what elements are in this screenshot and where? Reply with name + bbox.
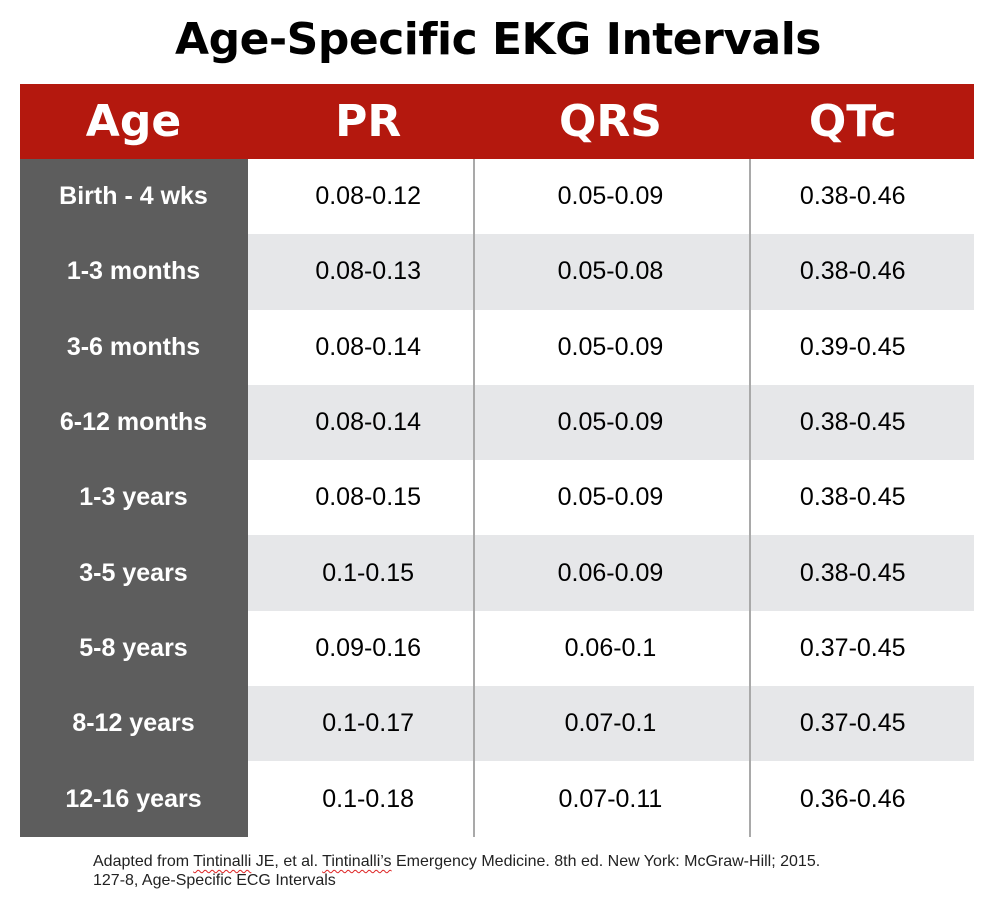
column-divider xyxy=(749,159,751,837)
citation-footnote: Adapted from Tintinalli JE, et al. Tinti… xyxy=(93,852,820,890)
qrs-cell: 0.06-0.1 xyxy=(489,610,732,687)
qtc-cell: 0.38-0.46 xyxy=(731,159,974,235)
age-cell: 1-3 years xyxy=(20,460,247,536)
qrs-cell: 0.06-0.09 xyxy=(489,535,732,611)
table-row: 3-5 years 0.1-0.15 0.06-0.09 0.38-0.45 xyxy=(20,535,974,611)
qtc-cell: 0.39-0.45 xyxy=(731,309,974,385)
age-cell: Birth - 4 wks xyxy=(20,159,247,235)
table-row: 6-12 months 0.08-0.14 0.05-0.09 0.38-0.4… xyxy=(20,384,974,461)
page-title: Age-Specific EKG Intervals xyxy=(175,14,821,65)
age-cell: 3-6 months xyxy=(20,309,247,385)
ekg-intervals-table: Age PR QRS QTc Birth - 4 wks 0.08-0.12 0… xyxy=(20,84,974,837)
table-row: Birth - 4 wks 0.08-0.12 0.05-0.09 0.38-0… xyxy=(20,159,974,235)
pr-cell: 0.1-0.17 xyxy=(247,686,490,762)
pr-cell: 0.08-0.14 xyxy=(247,384,490,461)
pr-cell: 0.08-0.12 xyxy=(247,159,490,235)
citation-book-author: Tintinalli’s xyxy=(322,853,392,870)
age-cell: 8-12 years xyxy=(20,686,247,762)
qrs-cell: 0.05-0.09 xyxy=(489,309,732,385)
age-cell: 3-5 years xyxy=(20,535,247,611)
table-row: 1-3 years 0.08-0.15 0.05-0.09 0.38-0.45 xyxy=(20,460,974,536)
citation-line-2: 127-8, Age-Specific ECG Intervals xyxy=(93,872,336,889)
table-row: 3-6 months 0.08-0.14 0.05-0.09 0.39-0.45 xyxy=(20,309,974,385)
qtc-cell: 0.37-0.45 xyxy=(731,610,974,687)
column-divider xyxy=(246,159,248,837)
pr-cell: 0.08-0.15 xyxy=(247,460,490,536)
table-row: 1-3 months 0.08-0.13 0.05-0.08 0.38-0.46 xyxy=(20,234,974,310)
table-row: 8-12 years 0.1-0.17 0.07-0.1 0.37-0.45 xyxy=(20,686,974,762)
age-cell: 12-16 years xyxy=(20,761,247,837)
qrs-cell: 0.05-0.09 xyxy=(489,159,732,235)
qtc-cell: 0.38-0.45 xyxy=(731,535,974,611)
citation-text: Emergency Medicine. 8th ed. New York: Mc… xyxy=(391,853,821,870)
citation-author: Tintinalli xyxy=(193,853,252,870)
column-divider xyxy=(473,159,475,837)
qtc-cell: 0.36-0.46 xyxy=(731,761,974,837)
citation-text: Adapted from xyxy=(93,853,194,870)
qrs-cell: 0.07-0.11 xyxy=(489,761,732,837)
header-age: Age xyxy=(85,96,182,147)
qtc-cell: 0.38-0.45 xyxy=(731,384,974,461)
pr-cell: 0.09-0.16 xyxy=(247,610,490,687)
header-pr: PR xyxy=(335,96,402,147)
qrs-cell: 0.07-0.1 xyxy=(489,686,732,762)
citation-line-1: Adapted from Tintinalli JE, et al. Tinti… xyxy=(93,852,820,871)
qtc-cell: 0.38-0.45 xyxy=(731,460,974,536)
citation-text: JE, et al. xyxy=(251,853,323,870)
qtc-cell: 0.38-0.46 xyxy=(731,234,974,310)
table-header-row: Age PR QRS QTc xyxy=(20,84,974,159)
qrs-cell: 0.05-0.09 xyxy=(489,460,732,536)
pr-cell: 0.1-0.15 xyxy=(247,535,490,611)
header-qrs: QRS xyxy=(558,96,662,147)
age-cell: 6-12 months xyxy=(20,384,247,461)
qtc-cell: 0.37-0.45 xyxy=(731,686,974,762)
age-cell: 1-3 months xyxy=(20,234,247,310)
header-qtc: QTc xyxy=(808,96,897,147)
table-row: 5-8 years 0.09-0.16 0.06-0.1 0.37-0.45 xyxy=(20,610,974,687)
pr-cell: 0.1-0.18 xyxy=(247,761,490,837)
qrs-cell: 0.05-0.09 xyxy=(489,384,732,461)
qrs-cell: 0.05-0.08 xyxy=(489,234,732,310)
pr-cell: 0.08-0.13 xyxy=(247,234,490,310)
age-cell: 5-8 years xyxy=(20,610,247,687)
table-body: Birth - 4 wks 0.08-0.12 0.05-0.09 0.38-0… xyxy=(20,159,974,837)
pr-cell: 0.08-0.14 xyxy=(247,309,490,385)
table-row: 12-16 years 0.1-0.18 0.07-0.11 0.36-0.46 xyxy=(20,761,974,837)
